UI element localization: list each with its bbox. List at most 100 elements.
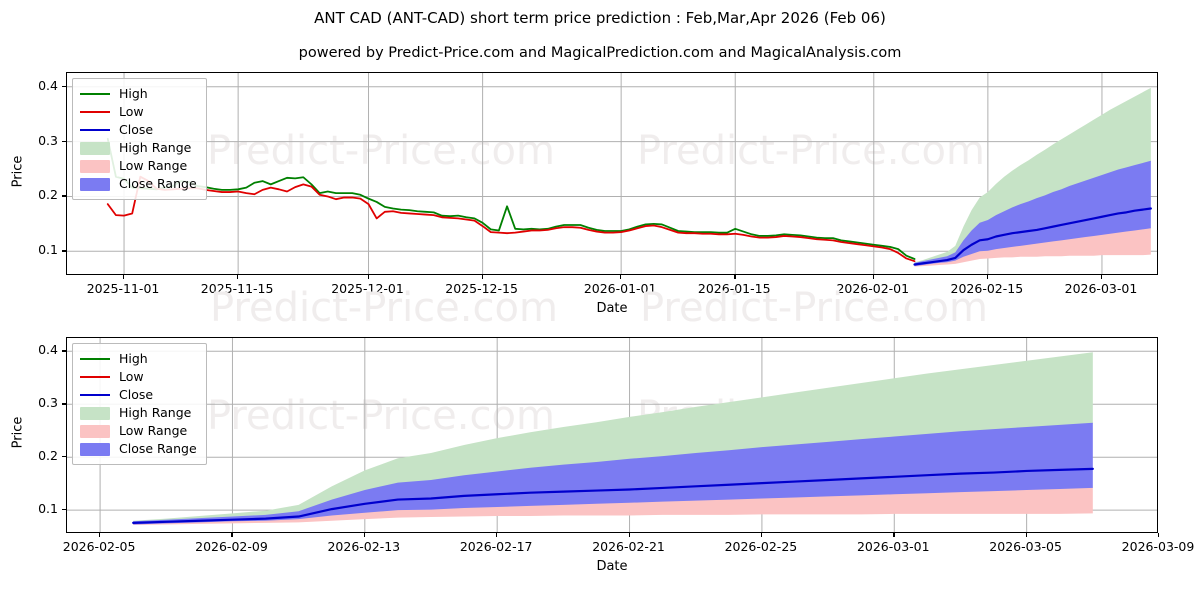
top-chart-x-axis-label: Date [596,301,628,316]
legend-line-swatch-icon [80,353,110,365]
legend-item-label: Low Range [119,422,188,438]
legend-line-swatch-icon [80,389,110,401]
legend-item-label: Close [119,121,154,137]
top-chart-legend: High Low Close High Range Low Range Close Ran… [72,78,207,200]
bottom-chart-x-tick-label: 2026-03-05 [989,539,1062,554]
top-chart-x-tick-mark [123,275,125,279]
bottom-chart-x-tick-mark [628,533,630,537]
top-chart-x-tick-mark [1100,275,1103,279]
bottom-chart-x-tick-mark [1025,533,1027,537]
bottom-chart-x-tick-label: 2026-02-05 [62,539,136,554]
legend-item-label: Close Range [119,175,197,191]
top-chart-x-tick-mark [872,275,875,279]
legend-patch-swatch-icon [80,406,110,420]
top-chart-x-tick-mark [986,275,989,279]
legend-line-glyph [80,394,110,397]
top-chart-y-tick-mark [62,250,66,252]
legend-item-low[interactable]: Low [80,103,197,121]
legend-item-high[interactable]: High [80,350,197,368]
top-chart-x-tick-label: 2026-03-01 [1064,281,1138,296]
top-chart-x-tick-label: 2026-02-15 [950,281,1024,296]
legend-item-high-range[interactable]: High Range [80,139,197,157]
top-chart-y-tick-mark [62,140,66,142]
top-chart-x-tick-label: 2026-02-01 [836,281,910,296]
legend-line-glyph [80,93,110,96]
top-chart-plot-area: Predict-Price.com Predict-Price.com [66,72,1158,275]
bottom-chart-y-tick-mark [62,456,66,458]
watermark-text: Predict-Price.com [637,128,985,174]
bottom-chart-x-tick-label: 2026-02-25 [724,539,798,554]
bottom-chart-y-tick-mark [62,350,66,352]
legend-line-swatch-icon [80,88,110,100]
legend-line-glyph [80,111,110,114]
legend-line-glyph [80,129,110,132]
watermark-text: Predict-Price.com [640,285,988,331]
watermark-text: Predict-Price.com [210,285,558,331]
top-chart-x-tick-mark [734,275,736,279]
legend-item-high[interactable]: High [80,85,197,103]
bottom-chart-x-tick-mark [1158,533,1160,537]
top-chart-x-tick-label: 2025-11-01 [86,281,160,296]
legend-item-label: Low Range [119,157,188,173]
bottom-chart-x-tick-mark [760,533,763,537]
top-chart-y-tick-label: 0.4 [38,77,58,93]
bottom-chart-legend: High Low Close High Range Low Range Close Ran… [72,343,207,465]
top-chart-x-tick-label: 2025-12-15 [445,281,518,296]
top-chart-x-tick-mark [367,275,369,279]
legend-patch-swatch-icon [80,177,110,191]
legend-item-close-range[interactable]: Close Range [80,175,197,193]
legend-item-label: Low [119,103,144,119]
legend-item-close[interactable]: Close [80,386,197,404]
top-chart-y-tick-label: 0.3 [38,132,58,148]
top-chart-x-tick-mark [620,275,622,279]
legend-patch-swatch-icon [80,159,110,173]
bottom-chart-y-tick-label: 0.2 [38,448,58,464]
top-chart-x-tick-label: 2025-12-01 [331,281,404,296]
bottom-chart-y-tick-label: 0.1 [38,501,58,517]
legend-line-swatch-icon [80,124,110,136]
legend-item-label: High Range [119,404,192,420]
legend-item-label: High [119,85,148,101]
top-chart-y-tick-mark [62,85,66,87]
top-chart-y-tick-label: 0.1 [38,242,58,258]
top-chart-x-tick-label: 2025-11-15 [200,281,274,296]
legend-line-swatch-icon [80,106,110,118]
bottom-chart-y-tick-label: 0.4 [38,342,58,358]
top-chart-y-tick-label: 0.2 [38,187,58,203]
bottom-chart-x-tick-mark [893,533,895,537]
legend-patch-swatch-icon [80,141,110,155]
top-chart-x-tick-mark [481,275,483,279]
watermark-text: Predict-Price.com [207,128,555,174]
top-chart-y-tick-mark [62,195,66,197]
bottom-chart-x-tick-label: 2026-02-09 [195,539,268,554]
legend-line-glyph [80,358,110,361]
bottom-chart-x-tick-mark [363,533,366,537]
top-chart-x-tick-label: 2026-01-01 [583,281,657,296]
legend-item-high-range[interactable]: High Range [80,404,197,422]
bottom-chart-x-tick-mark [496,533,498,537]
legend-item-label: High Range [119,139,192,155]
legend-item-label: High [119,350,148,366]
bottom-chart-x-tick-mark [99,533,101,537]
page-title: ANT CAD (ANT-CAD) short term price predi… [314,9,886,27]
legend-item-low[interactable]: Low [80,368,197,386]
bottom-chart-y-tick-mark [62,509,66,511]
legend-line-glyph [80,376,110,379]
bottom-chart-x-tick-label: 2026-02-13 [327,539,401,554]
legend-item-close[interactable]: Close [80,121,197,139]
legend-item-label: Close [119,386,154,402]
bottom-chart-x-axis-label: Date [596,559,628,574]
legend-item-close-range[interactable]: Close Range [80,440,197,458]
legend-line-swatch-icon [80,371,110,383]
legend-patch-swatch-icon [80,442,110,456]
bottom-chart-y-tick-label: 0.3 [38,395,58,411]
legend-item-label: Close Range [119,440,197,456]
bottom-chart-x-tick-label: 2026-02-21 [592,539,665,554]
legend-item-low-range[interactable]: Low Range [80,422,197,440]
legend-item-label: Low [119,368,144,384]
legend-item-low-range[interactable]: Low Range [80,157,197,175]
top-chart-x-tick-mark [237,275,239,279]
bottom-chart-x-tick-label: 2026-02-17 [459,539,533,554]
